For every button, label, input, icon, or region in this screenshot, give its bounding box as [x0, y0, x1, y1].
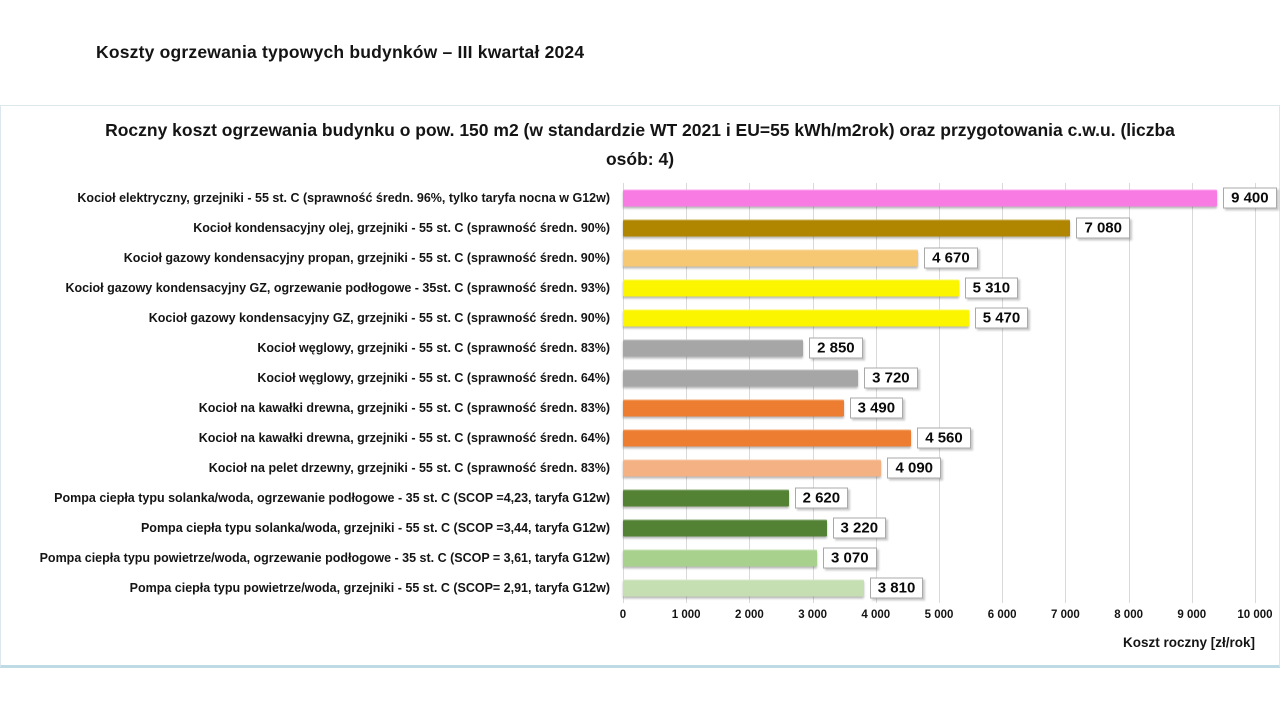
value-label: 3 810 — [869, 577, 924, 599]
chart-row: Kocioł na kawałki drewna, grzejniki - 55… — [1, 393, 1279, 423]
chart-row: Kocioł elektryczny, grzejniki - 55 st. C… — [1, 183, 1279, 213]
value-bar — [623, 309, 969, 327]
category-label: Kocioł gazowy kondensacyjny propan, grze… — [123, 250, 610, 265]
bar-track: 9 400 — [623, 183, 1277, 213]
x-tick-label: 2 000 — [735, 608, 764, 621]
chart-row: Kocioł gazowy kondensacyjny GZ, ogrzewan… — [1, 273, 1279, 303]
chart-row: Pompa ciepła typu solanka/woda, grzejnik… — [1, 513, 1279, 543]
value-label: 3 490 — [849, 397, 904, 419]
category-label: Pompa ciepła typu powietrze/woda, ogrzew… — [39, 550, 610, 565]
category-label: Kocioł gazowy kondensacyjny GZ, grzejnik… — [148, 310, 610, 325]
value-bar — [623, 339, 804, 357]
value-bar — [623, 579, 864, 597]
page-title: Koszty ogrzewania typowych budynków – II… — [96, 42, 585, 62]
x-tick-label: 8 000 — [1114, 608, 1143, 621]
chart-row: Kocioł na pelet drzewny, grzejniki - 55 … — [1, 453, 1279, 483]
chart-row: Kocioł gazowy kondensacyjny GZ, grzejnik… — [1, 303, 1279, 333]
bar-track: 4 670 — [623, 243, 1255, 273]
bar-track: 7 080 — [623, 213, 1255, 243]
chart-row: Kocioł gazowy kondensacyjny propan, grze… — [1, 243, 1279, 273]
value-label: 3 070 — [823, 547, 877, 569]
category-label: Kocioł gazowy kondensacyjny GZ, ogrzewan… — [65, 280, 610, 295]
value-label: 9 400 — [1223, 187, 1277, 209]
chart-row: Kocioł na kawałki drewna, grzejniki - 55… — [1, 423, 1279, 453]
gridlines — [623, 182, 1256, 603]
bar-track: 3 810 — [623, 573, 1255, 603]
x-tick-label: 1 000 — [671, 608, 701, 621]
value-bar — [623, 549, 818, 567]
value-label: 7 080 — [1076, 217, 1130, 239]
bar-track: 3 490 — [623, 393, 1255, 423]
x-tick-label: 5 000 — [924, 608, 954, 621]
category-label: Kocioł na kawałki drewna, grzejniki - 55… — [198, 400, 610, 415]
category-label: Kocioł węglowy, grzejniki - 55 st. C (sp… — [257, 370, 610, 385]
chart-row: Kocioł węglowy, grzejniki - 55 st. C (sp… — [1, 333, 1279, 363]
category-label: Pompa ciepła typu solanka/woda, ogrzewan… — [54, 490, 610, 505]
value-label: 2 850 — [809, 337, 863, 359]
bar-rows: Kocioł elektryczny, grzejniki - 55 st. C… — [1, 183, 1279, 603]
category-label: Pompa ciepła typu solanka/woda, grzejnik… — [140, 520, 610, 535]
category-label: Pompa ciepła typu powietrze/woda, grzejn… — [129, 580, 610, 595]
category-label: Kocioł węglowy, grzejniki - 55 st. C (sp… — [257, 340, 610, 355]
value-label: 3 220 — [832, 517, 887, 539]
x-axis: 0 1 000 2 000 3 000 4 000 5 000 6 000 7 000 8 00… — [619, 608, 1273, 627]
x-tick-label: 6 000 — [987, 608, 1017, 621]
bar-track: 2 850 — [623, 333, 1255, 363]
value-label: 4 090 — [887, 457, 942, 479]
value-bar — [623, 279, 959, 297]
value-label: 3 720 — [864, 367, 918, 389]
chart-row: Pompa ciepła typu powietrze/woda, ogrzew… — [1, 543, 1279, 573]
chart-frame: Roczny koszt ogrzewania budynku o pow. 1… — [0, 105, 1280, 668]
value-bar — [623, 399, 844, 417]
value-bar — [623, 459, 882, 477]
value-bar — [623, 189, 1218, 207]
x-tick-label: 7 000 — [1051, 608, 1080, 621]
value-bar — [623, 429, 912, 447]
plot-area: Kocioł elektryczny, grzejniki - 55 st. C… — [1, 182, 1279, 650]
bar-track: 3 720 — [623, 363, 1255, 393]
chart-row: Pompa ciepła typu solanka/woda, ogrzewan… — [1, 483, 1279, 513]
bar-track: 4 090 — [623, 453, 1255, 483]
value-label: 5 470 — [974, 307, 1029, 329]
value-bar — [623, 219, 1071, 237]
category-label: Kocioł elektryczny, grzejniki - 55 st. C… — [77, 190, 610, 205]
value-label: 2 620 — [794, 487, 849, 509]
value-bar — [623, 249, 919, 267]
bar-track: 5 310 — [623, 273, 1255, 303]
value-bar — [623, 369, 859, 387]
bar-track: 5 470 — [623, 303, 1255, 333]
category-label: Kocioł kondensacyjny olej, grzejniki - 5… — [193, 220, 610, 235]
value-label: 4 560 — [917, 427, 971, 449]
bar-track: 4 560 — [623, 423, 1255, 453]
value-bar — [623, 519, 827, 537]
bar-track: 2 620 — [623, 483, 1255, 513]
chart-row: Kocioł kondensacyjny olej, grzejniki - 5… — [1, 213, 1279, 243]
x-tick-label: 9 000 — [1177, 608, 1207, 621]
category-label: Kocioł na kawałki drewna, grzejniki - 55… — [198, 430, 610, 445]
bar-track: 3 070 — [623, 543, 1255, 573]
chart-title: Roczny koszt ogrzewania budynku o pow. 1… — [105, 120, 1175, 170]
bar-track: 3 220 — [623, 513, 1255, 543]
x-tick-label: 0 — [619, 608, 627, 621]
x-tick-label: 3 000 — [798, 608, 827, 621]
x-axis-title: Koszt roczny [zł/rok] — [1122, 634, 1255, 650]
chart-row: Pompa ciepła typu powietrze/woda, grzejn… — [1, 573, 1279, 603]
category-label: Kocioł na pelet drzewny, grzejniki - 55 … — [208, 460, 610, 475]
value-label: 4 670 — [924, 247, 978, 269]
chart-row: Kocioł węglowy, grzejniki - 55 st. C (sp… — [1, 363, 1279, 393]
x-tick-label: 4 000 — [861, 608, 891, 621]
value-bar — [623, 489, 789, 507]
x-tick-label: 10 000 — [1237, 608, 1273, 621]
value-label: 5 310 — [964, 277, 1019, 299]
